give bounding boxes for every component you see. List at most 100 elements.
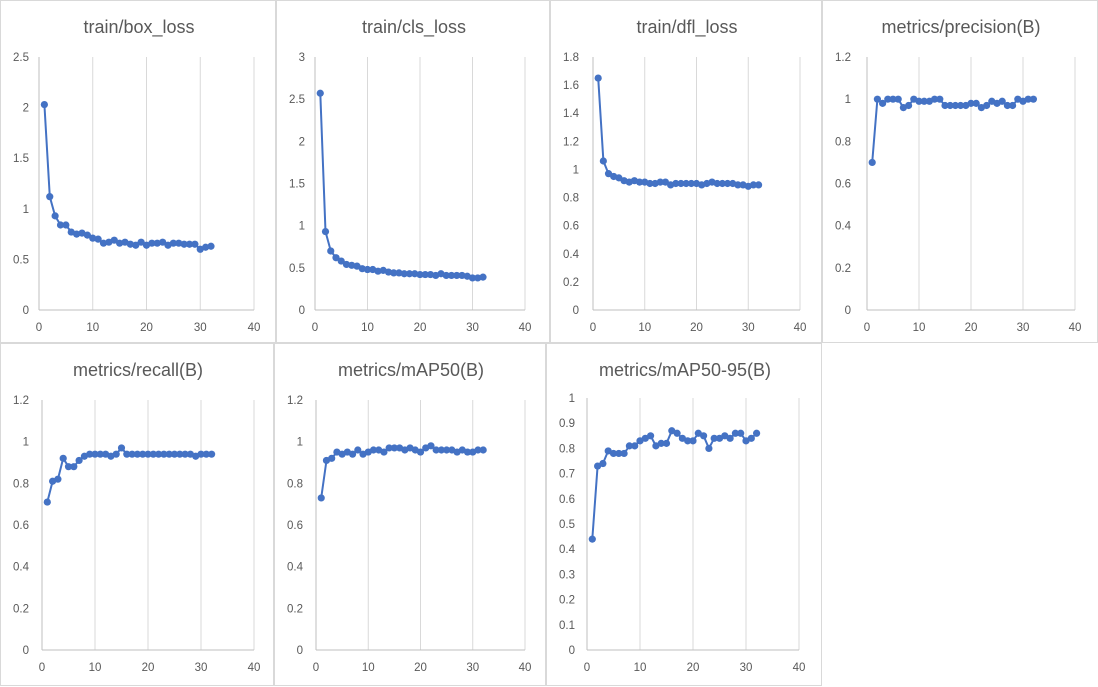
data-point — [327, 247, 335, 255]
data-point — [468, 274, 477, 282]
x-tick-label: 30 — [740, 662, 753, 674]
x-tick-label: 20 — [414, 662, 427, 674]
y-tick-label: 0.8 — [13, 478, 29, 490]
data-point — [64, 463, 73, 471]
y-tick-label: 1.4 — [563, 108, 580, 120]
data-point — [56, 221, 65, 229]
data-point — [447, 271, 456, 280]
data-point — [687, 179, 695, 188]
y-tick-label: 0.6 — [13, 520, 29, 532]
y-tick-label: 0.3 — [559, 569, 575, 581]
chart-panel-precision: metrics/precision(B) 0 10 20 30 40 0 0.2 0.4 0.6 0… — [822, 0, 1098, 343]
y-tick-label: 1.2 — [13, 395, 29, 407]
data-point — [749, 181, 758, 189]
data-point — [1024, 95, 1032, 103]
series-line — [43, 104, 212, 251]
data-point — [363, 265, 372, 274]
data-point — [747, 434, 755, 442]
y-tick-label: 0.8 — [287, 478, 303, 490]
series-line — [597, 78, 759, 188]
x-tick-label: 40 — [519, 322, 532, 334]
y-tick-label: 1.6 — [563, 80, 579, 92]
data-point — [718, 179, 726, 188]
y-tick-label: 0.4 — [287, 562, 304, 574]
y-tick-label: 0.2 — [287, 603, 303, 615]
x-tick-label: 20 — [690, 322, 703, 334]
y-tick-label: 0.5 — [289, 263, 305, 275]
y-tick-label: 0.2 — [563, 277, 579, 289]
data-point — [713, 179, 721, 188]
x-tick-label: 30 — [466, 322, 479, 334]
data-point — [89, 234, 97, 242]
data-point — [46, 193, 54, 201]
data-point — [920, 97, 928, 105]
y-tick-label: 1.2 — [835, 52, 851, 64]
x-tick-label: 0 — [864, 322, 870, 334]
y-tick-label: 0 — [299, 305, 305, 317]
chart-title: metrics/mAP50(B) — [338, 360, 484, 380]
data-point — [155, 450, 163, 458]
data-point — [73, 230, 81, 238]
chart-title: train/box_loss — [83, 17, 194, 38]
data-point — [879, 99, 887, 107]
data-point — [453, 271, 461, 280]
data-point — [165, 450, 173, 458]
data-point — [673, 429, 681, 437]
y-tick-label: 1 — [299, 221, 305, 233]
x-tick-label: 10 — [86, 322, 99, 334]
data-point — [700, 432, 708, 440]
data-point — [144, 450, 152, 458]
y-tick-label: 0.1 — [559, 620, 575, 632]
data-point — [689, 437, 697, 445]
data-point — [354, 446, 362, 454]
chart-title: train/cls_loss — [362, 17, 466, 38]
y-tick-label: 0.4 — [13, 562, 30, 574]
data-point — [946, 101, 954, 110]
data-point — [390, 269, 398, 277]
data-point — [734, 181, 742, 189]
y-tick-label: 0.6 — [563, 221, 579, 233]
y-tick-label: 0.5 — [13, 254, 29, 266]
x-tick-label: 0 — [313, 662, 319, 674]
data-point — [110, 236, 118, 244]
data-point — [635, 178, 644, 186]
data-point — [737, 429, 745, 437]
data-point — [207, 242, 215, 250]
data-point — [726, 434, 734, 442]
data-point — [646, 179, 654, 188]
y-tick-label: 0.2 — [559, 595, 575, 607]
x-tick-label: 10 — [913, 322, 926, 334]
y-tick-label: 0.2 — [13, 603, 29, 615]
y-tick-label: 0.9 — [559, 418, 575, 430]
y-tick-label: 1 — [23, 204, 29, 216]
data-point — [894, 95, 902, 103]
data-point — [75, 456, 83, 465]
data-point — [599, 157, 607, 165]
x-tick-label: 20 — [140, 322, 153, 334]
data-point — [967, 99, 975, 107]
data-point — [631, 442, 639, 450]
data-point — [123, 450, 131, 458]
data-point — [369, 446, 378, 454]
data-point — [873, 95, 881, 103]
data-point — [884, 95, 892, 103]
data-point — [936, 95, 944, 103]
chart-svg: metrics/mAP50(B) 0 10 20 30 40 0 0.2 0.4 0.6 0.8 1 1… — [287, 360, 532, 674]
data-point — [599, 459, 607, 468]
x-tick-label: 40 — [793, 662, 806, 674]
data-point — [405, 270, 414, 278]
data-point — [337, 257, 345, 265]
data-point — [86, 450, 94, 458]
data-point — [51, 212, 59, 220]
data-point — [317, 494, 325, 502]
data-point — [99, 239, 108, 247]
data-point — [427, 442, 435, 450]
x-tick-label: 40 — [519, 662, 532, 674]
chart-svg: metrics/recall(B) 0 10 20 30 40 0 0.2 0.4 0.6 0.8 1… — [13, 360, 261, 674]
x-tick-label: 40 — [248, 662, 261, 674]
data-point — [755, 181, 763, 189]
chart-panel-recall: metrics/recall(B) 0 10 20 30 40 0 0.2 0.4 0.6 0.8 1… — [0, 343, 274, 686]
data-point — [149, 450, 157, 458]
x-tick-label: 0 — [312, 322, 318, 334]
data-point — [710, 434, 718, 442]
